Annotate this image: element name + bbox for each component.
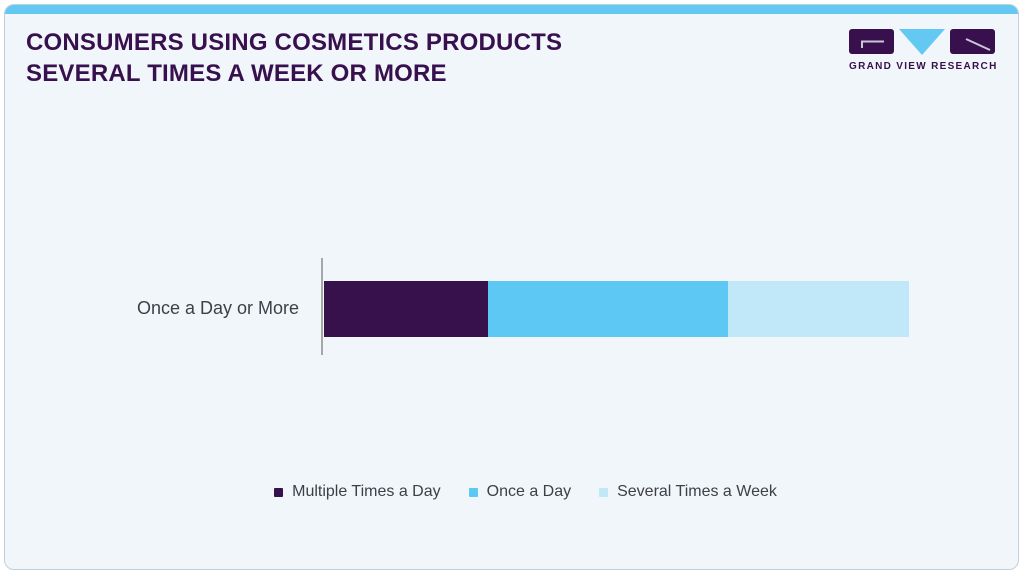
logo-r-block-icon: [950, 29, 995, 54]
legend-item-several-times-a-week: Several Times a Week: [599, 483, 777, 501]
legend-swatch-icon: [274, 487, 284, 497]
page-title: CONSUMERS USING COSMETICS PRODUCTS SEVER…: [26, 27, 562, 89]
chart-area: Once a Day or More Multiple Times a Day …: [5, 5, 1018, 569]
bar-segment-multiple-times-a-day: [324, 281, 488, 337]
category-label: Once a Day or More: [136, 298, 299, 318]
bar-segment-once-a-day: [487, 281, 728, 337]
logo-g-block-icon: [849, 29, 894, 54]
legend-item-once-a-day: Once a Day: [468, 483, 572, 501]
top-accent-strip: [5, 5, 1018, 14]
legend-label: Several Times a Week: [617, 483, 777, 500]
legend-swatch-icon: [468, 487, 478, 497]
chart-card: CONSUMERS USING COSMETICS PRODUCTS SEVER…: [4, 4, 1019, 570]
page-title-line2: SEVERAL TIMES A WEEK OR MORE: [26, 60, 447, 87]
legend-label: Once a Day: [486, 483, 572, 500]
bar-segment-several-times-a-week: [727, 281, 909, 337]
legend-item-multiple-times-a-day: Multiple Times a Day: [274, 483, 441, 501]
legend-label: Multiple Times a Day: [292, 483, 441, 500]
y-axis-line: [321, 258, 323, 355]
logo-text: GRAND VIEW RESEARCH: [849, 61, 998, 72]
logo-v-triangle-icon: [899, 29, 945, 55]
grand-view-research-logo: GRAND VIEW RESEARCH: [849, 29, 998, 72]
stacked-bar: [324, 281, 909, 337]
logo-icons: [849, 29, 995, 55]
legend-swatch-icon: [599, 487, 609, 497]
page-title-line1: CONSUMERS USING COSMETICS PRODUCTS: [26, 29, 563, 56]
legend: Multiple Times a Day Once a Day Several …: [5, 483, 1018, 501]
